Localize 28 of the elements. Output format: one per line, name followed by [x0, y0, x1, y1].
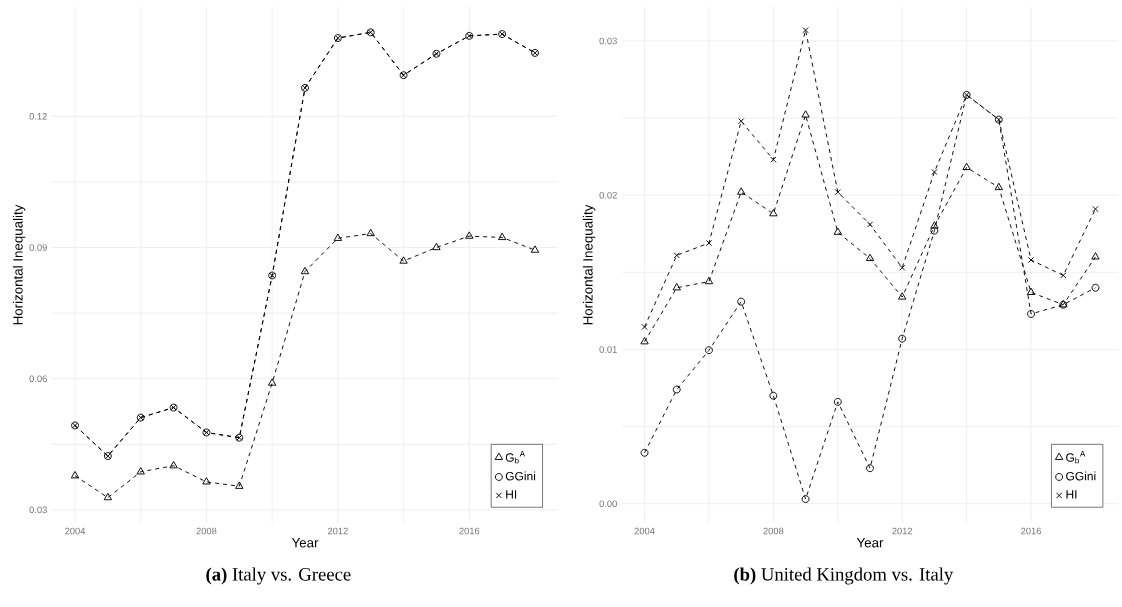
x-tick-label: 2016: [1021, 527, 1041, 535]
legend-label: G$_{b}$A: [1066, 451, 1086, 464]
legend-label: HI: [1066, 490, 1077, 499]
x-axis-title: Year: [291, 538, 319, 548]
y-tick-label: 0.12: [29, 113, 47, 120]
text: (b) United Kingdom vs. Italy: [734, 567, 954, 585]
x-tick-label: 2004: [634, 527, 655, 535]
legend-label: HI: [506, 490, 517, 499]
y-tick-label: 0.03: [29, 506, 47, 514]
text: (a) Italy vs. Greece: [206, 567, 351, 585]
y-axis-title: Horizontal Inequality: [12, 204, 26, 325]
x-tick-label: 2012: [892, 527, 913, 535]
legend-label: G$_{b}$A: [505, 451, 525, 464]
x-tick-label: 2004: [65, 527, 86, 535]
x-axis-title: Year: [856, 538, 884, 548]
x-tick-label: 2008: [763, 527, 784, 535]
legend-label: GGini: [1066, 471, 1096, 481]
x-tick-label: 2008: [196, 527, 217, 535]
y-tick-label: 0.09: [29, 244, 47, 251]
x-tick-label: 2012: [327, 527, 348, 535]
legend-label: GGini: [505, 471, 536, 481]
y-axis-title: Horizontal Inequality: [582, 204, 596, 325]
y-tick-label: 0.00: [599, 500, 617, 507]
y-tick-label: 0.01: [599, 346, 617, 353]
y-tick-label: 0.06: [29, 375, 47, 382]
y-tick-label: 0.03: [599, 37, 617, 45]
y-tick-label: 0.02: [599, 191, 617, 199]
x-tick-label: 2016: [459, 527, 480, 535]
